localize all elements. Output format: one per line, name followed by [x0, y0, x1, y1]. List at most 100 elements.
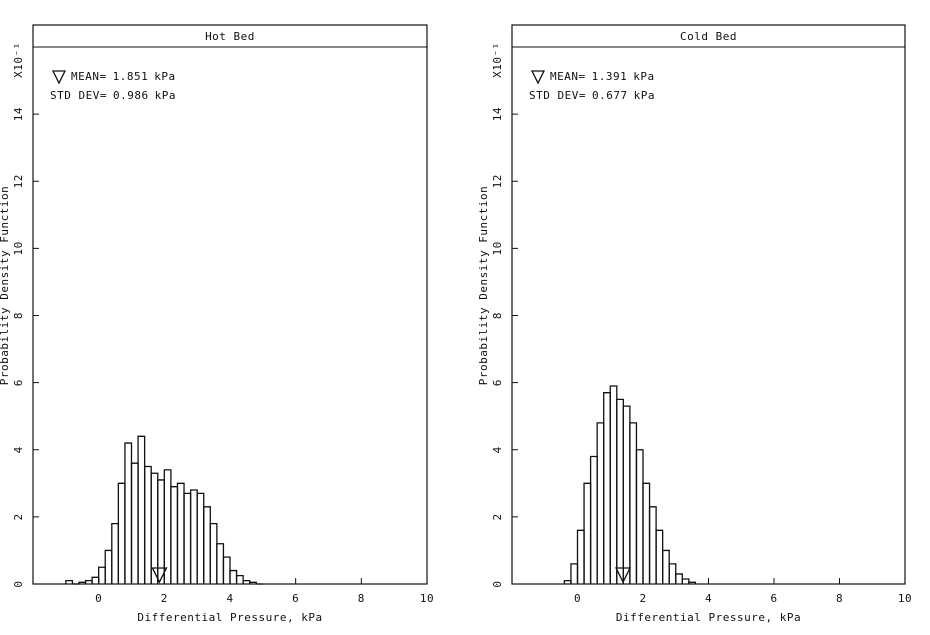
histogram-bar — [596, 422, 605, 584]
std-label: STD DEV= — [50, 89, 107, 102]
histogram-bar — [143, 465, 152, 584]
histogram-bar — [183, 492, 192, 584]
histogram-bar — [163, 469, 172, 584]
histogram-bar — [98, 566, 106, 584]
histogram-bar — [189, 489, 198, 584]
histogram-bar — [65, 579, 74, 584]
histogram-bar — [222, 556, 231, 584]
mean-marker — [151, 567, 168, 584]
histogram-bar — [235, 574, 244, 584]
histogram-bar — [216, 543, 225, 584]
histogram-bar — [117, 482, 126, 584]
plot-frame — [511, 24, 906, 585]
y-tick-label: 14 — [491, 107, 504, 121]
mean-value: 1.851 — [113, 70, 149, 83]
mean-marker — [615, 567, 632, 584]
mean-annotation: MEAN= 1.391 kPa — [550, 70, 655, 83]
histogram-bar — [196, 492, 205, 584]
y-axis-label: Probability Density Function — [0, 186, 11, 385]
histogram-bar — [675, 573, 683, 584]
histogram-bar — [668, 563, 677, 584]
mean-unit: kPa — [633, 70, 654, 83]
y-multiplier: X10⁻¹ — [491, 42, 504, 78]
x-axis-label: Differential Pressure, kPa — [137, 611, 322, 624]
chart-title: Hot Bed — [205, 30, 255, 43]
std-unit: kPa — [634, 89, 655, 102]
histogram-bar — [111, 522, 120, 584]
histogram-bar — [681, 578, 690, 584]
histogram-bar — [229, 569, 238, 584]
mean-value: 1.391 — [592, 70, 628, 83]
histogram-bar — [603, 392, 611, 584]
std-value: 0.986 — [113, 89, 149, 102]
x-tick-label: 10 — [898, 592, 912, 605]
std-annotation: STD DEV= 0.677 kPa — [529, 89, 655, 102]
histogram-bar — [570, 563, 579, 584]
y-tick-label: 14 — [12, 107, 25, 121]
histogram-bar — [589, 455, 598, 584]
y-tick-label: 10 — [12, 241, 25, 255]
y-tick-label: 12 — [12, 174, 25, 188]
histogram-bar — [648, 506, 657, 584]
histogram-bar — [662, 549, 670, 584]
std-label: STD DEV= — [529, 89, 586, 102]
x-tick-label: 8 — [836, 592, 843, 605]
mean-unit: kPa — [154, 70, 175, 83]
std-unit: kPa — [155, 89, 176, 102]
x-axis-label: Differential Pressure, kPa — [616, 611, 801, 624]
legend-marker — [530, 70, 546, 85]
y-tick-label: 6 — [491, 379, 504, 386]
histogram-bar — [209, 522, 218, 584]
y-tick-label: 8 — [12, 312, 25, 319]
histogram-bar — [655, 529, 664, 584]
plot-frame — [32, 24, 428, 585]
chart-title: Cold Bed — [680, 30, 737, 43]
x-tick-label: 2 — [639, 592, 646, 605]
histogram-bar — [124, 442, 133, 584]
x-tick-label: 4 — [705, 592, 712, 605]
x-tick-label: 6 — [292, 592, 299, 605]
histogram-bar — [137, 435, 146, 584]
histogram-bar — [104, 549, 113, 584]
x-tick-label: 10 — [420, 592, 434, 605]
histogram-bar — [629, 422, 638, 584]
histogram-bar — [249, 581, 257, 584]
histogram-bar — [170, 486, 179, 584]
x-tick-label: 8 — [358, 592, 365, 605]
histogram-bar — [609, 385, 618, 584]
std-annotation: STD DEV= 0.986 kPa — [50, 89, 176, 102]
histogram-bar — [203, 506, 211, 584]
y-tick-label: 0 — [491, 580, 504, 587]
x-tick-label: 2 — [161, 592, 168, 605]
y-tick-label: 2 — [12, 513, 25, 520]
x-tick-label: 0 — [95, 592, 102, 605]
y-tick-label: 8 — [491, 312, 504, 319]
y-axis-label: Probability Density Function — [477, 186, 490, 385]
y-tick-label: 6 — [12, 379, 25, 386]
histogram-bar — [130, 462, 139, 584]
histogram-bar — [176, 482, 185, 584]
y-tick-label: 2 — [491, 513, 504, 520]
histogram-bar — [91, 576, 100, 584]
y-tick-label: 0 — [12, 580, 25, 587]
histogram-bar — [622, 405, 631, 584]
histogram-bar — [576, 529, 585, 584]
histogram-bar — [688, 581, 697, 584]
x-tick-label: 6 — [770, 592, 777, 605]
histogram-bar — [635, 449, 644, 584]
histogram-bar — [642, 482, 651, 584]
histogram-bar — [616, 398, 624, 584]
mean-annotation: MEAN= 1.851 kPa — [71, 70, 176, 83]
mean-label: MEAN= — [71, 70, 107, 83]
mean-label: MEAN= — [550, 70, 586, 83]
histogram-bar — [583, 482, 592, 584]
x-tick-label: 4 — [226, 592, 233, 605]
y-multiplier: X10⁻¹ — [12, 42, 25, 78]
legend-marker — [51, 70, 67, 85]
y-tick-label: 4 — [491, 446, 504, 453]
y-tick-label: 12 — [491, 174, 504, 188]
std-value: 0.677 — [592, 89, 628, 102]
y-tick-label: 10 — [491, 241, 504, 255]
x-tick-label: 0 — [574, 592, 581, 605]
